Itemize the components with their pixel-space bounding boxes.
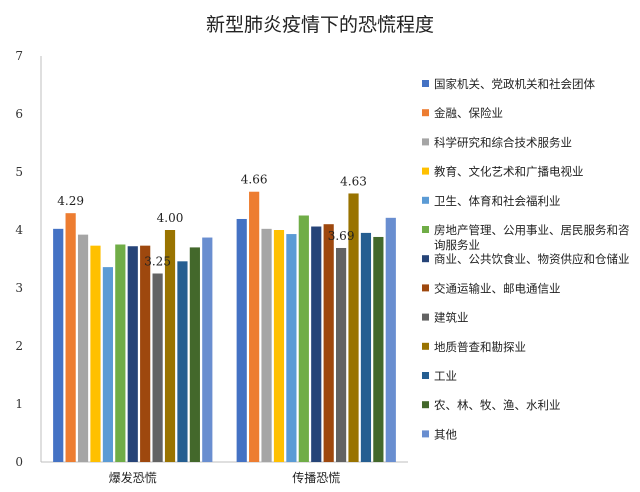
legend-swatch bbox=[422, 80, 429, 87]
legend-swatch bbox=[422, 138, 429, 146]
legend-item: 商业、公共饮食业、物资供应和仓储业 bbox=[422, 252, 630, 266]
bar bbox=[102, 267, 113, 462]
y-tick-label: 0 bbox=[15, 455, 23, 469]
bar bbox=[127, 246, 138, 462]
y-tick-label: 7 bbox=[15, 49, 23, 63]
bar bbox=[323, 224, 334, 462]
legend-label: 建筑业 bbox=[434, 311, 469, 325]
legend-swatch bbox=[422, 430, 429, 438]
bar bbox=[202, 237, 213, 462]
legend-swatch bbox=[422, 342, 429, 350]
legend-item: 地质普查和勘探业 bbox=[422, 340, 526, 354]
legend-swatch bbox=[422, 372, 429, 379]
y-tick-label: 4 bbox=[15, 223, 23, 237]
legend-label: 商业、公共饮食业、物资供应和仓储业 bbox=[434, 252, 630, 266]
bar bbox=[177, 261, 188, 462]
bar bbox=[286, 234, 297, 462]
bar bbox=[65, 213, 76, 462]
bar bbox=[298, 215, 309, 462]
y-axis: 0 1 2 3 4 5 6 7 bbox=[15, 49, 42, 469]
x-category-label: 爆发恐慌 bbox=[109, 470, 157, 485]
legend-item: 交通运输业、邮电通信业 bbox=[422, 281, 561, 295]
bar bbox=[373, 236, 384, 462]
y-tick-label: 6 bbox=[15, 107, 23, 121]
legend-swatch bbox=[422, 167, 429, 175]
bar bbox=[273, 230, 285, 462]
bar bbox=[90, 245, 101, 462]
y-tick-label: 3 bbox=[15, 281, 23, 295]
legend-label: 卫生、体育和社会福利业 bbox=[434, 194, 561, 208]
y-tick-label: 1 bbox=[15, 397, 23, 411]
bar bbox=[53, 228, 64, 462]
legend-item: 建筑业 bbox=[422, 311, 469, 325]
legend-item: 科学研究和综合技术服务业 bbox=[422, 135, 572, 149]
x-category-label: 传播恐慌 bbox=[292, 470, 340, 485]
legend-swatch bbox=[422, 284, 429, 292]
bar bbox=[249, 191, 260, 462]
legend-swatch bbox=[422, 109, 429, 117]
legend-label: 金融、保险业 bbox=[434, 106, 503, 120]
y-tick-label: 5 bbox=[15, 165, 23, 179]
legend-label: 工业 bbox=[434, 369, 457, 383]
bar bbox=[360, 232, 372, 462]
bar bbox=[236, 218, 247, 462]
bar bbox=[311, 226, 322, 462]
legend-item: 房地产管理、公用事业、居民服务和咨询服务业 bbox=[422, 223, 630, 252]
bars-group bbox=[53, 191, 396, 462]
legend-label: 农、林、牧、渔、水利业 bbox=[434, 398, 561, 412]
chart-title: 新型肺炎疫情下的恐慌程度 bbox=[206, 14, 434, 36]
legend-item: 国家机关、党政机关和社会团体 bbox=[422, 77, 595, 91]
legend-item: 其他 bbox=[422, 427, 457, 441]
legend-swatch bbox=[422, 226, 429, 233]
legend-label: 地质普查和勘探业 bbox=[434, 340, 526, 354]
bar bbox=[385, 217, 396, 462]
data-label: 4.63 bbox=[340, 174, 367, 188]
legend-item: 金融、保险业 bbox=[422, 106, 503, 120]
bar bbox=[189, 247, 200, 462]
data-label: 4.29 bbox=[57, 194, 84, 208]
legend-swatch bbox=[422, 196, 429, 204]
data-labels-group: 4.29 3.25 4.00 4.66 3.69 4.63 bbox=[57, 173, 367, 269]
bar bbox=[77, 234, 89, 462]
legend-swatch bbox=[422, 255, 429, 263]
data-label: 4.66 bbox=[241, 173, 268, 187]
legend-item: 工业 bbox=[422, 369, 457, 383]
legend-label: 交通运输业、邮电通信业 bbox=[434, 281, 561, 295]
bar bbox=[261, 228, 272, 462]
legend-item: 教育、文化艺术和广播电视业 bbox=[422, 165, 584, 179]
legend-label: 房地产管理、公用事业、居民服务和咨询服务业 bbox=[434, 223, 630, 252]
bar bbox=[152, 273, 163, 462]
legend-label: 科学研究和综合技术服务业 bbox=[434, 135, 572, 149]
bar bbox=[115, 244, 126, 462]
bar bbox=[140, 245, 151, 462]
legend-label: 教育、文化艺术和广播电视业 bbox=[434, 165, 584, 179]
legend-item: 卫生、体育和社会福利业 bbox=[422, 194, 561, 208]
data-label: 3.69 bbox=[328, 229, 355, 243]
x-axis: 爆发恐慌 传播恐慌 bbox=[41, 461, 408, 485]
legend-swatch bbox=[422, 401, 429, 409]
legend-swatch bbox=[422, 313, 429, 321]
y-tick-label: 2 bbox=[15, 339, 23, 353]
legend: 国家机关、党政机关和社会团体金融、保险业科学研究和综合技术服务业教育、文化艺术和… bbox=[422, 77, 630, 441]
bar bbox=[336, 247, 347, 462]
legend-label: 其他 bbox=[434, 427, 457, 441]
legend-item: 农、林、牧、渔、水利业 bbox=[422, 398, 561, 412]
data-label: 4.00 bbox=[157, 211, 184, 225]
data-label: 3.25 bbox=[144, 255, 171, 269]
bar bbox=[164, 230, 176, 462]
legend-label: 国家机关、党政机关和社会团体 bbox=[434, 77, 595, 91]
bar bbox=[348, 193, 359, 462]
